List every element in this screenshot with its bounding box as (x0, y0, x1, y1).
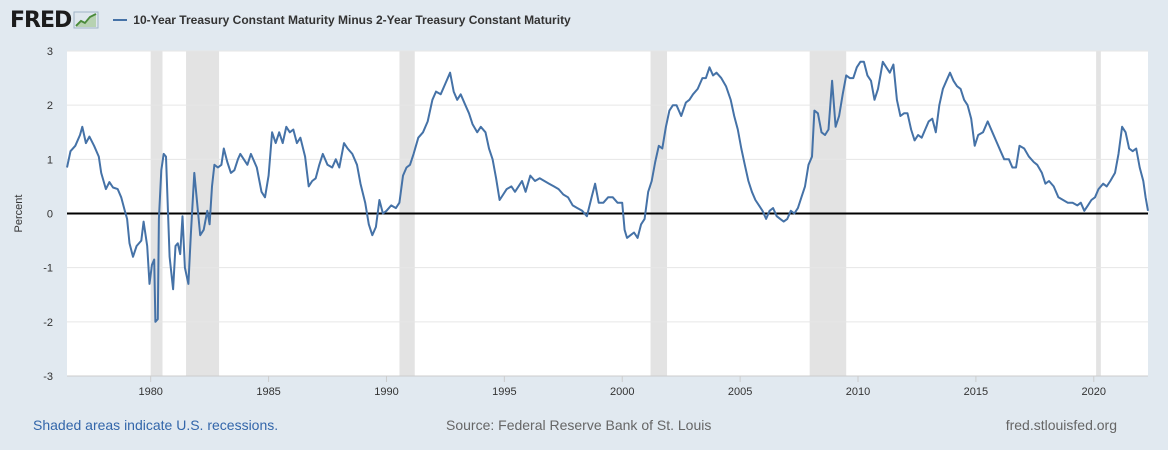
x-tick-label: 2010 (846, 386, 870, 398)
site-link[interactable]: fred.stlouisfed.org (1005, 417, 1117, 433)
x-tick-label: 1980 (138, 386, 162, 398)
y-tick-label: 0 (47, 209, 53, 221)
x-tick-label: 1990 (374, 386, 398, 398)
fred-logo[interactable]: FRED (10, 8, 99, 33)
series-line (66, 60, 1149, 323)
x-tick-label: 2020 (1082, 386, 1106, 398)
legend-swatch (113, 19, 128, 21)
y-tick-label: -2 (43, 317, 53, 329)
x-tick-label: 2005 (728, 386, 752, 398)
y-tick-label: 3 (47, 46, 53, 58)
x-tick-label: 1995 (492, 386, 516, 398)
trend-chart-icon (73, 11, 99, 29)
source-note: Source: Federal Reserve Bank of St. Loui… (446, 417, 712, 433)
logo-text: FRED (10, 7, 72, 33)
x-tick-label: 1985 (256, 386, 280, 398)
line-chart: 3 2 1 0 -1 -2 -3 1980 1985 1990 1995 2000 2005 2010 20… (13, 46, 1149, 398)
chart-header: FRED 10-Year Treasury Constant Maturity … (10, 6, 571, 34)
y-tick-label: -1 (43, 263, 53, 275)
y-tick-label: 2 (47, 100, 53, 112)
y-axis-title: Percent (13, 195, 25, 233)
recessions-note: Shaded areas indicate U.S. recessions. (33, 417, 279, 433)
x-tick-label: 2000 (610, 386, 634, 398)
chart-legend: 10-Year Treasury Constant Maturity Minus… (113, 13, 571, 27)
legend-series-label: 10-Year Treasury Constant Maturity Minus… (133, 13, 571, 27)
y-tick-label: -3 (43, 371, 53, 383)
x-tick-label: 2015 (964, 386, 988, 398)
y-tick-label: 1 (47, 154, 53, 166)
